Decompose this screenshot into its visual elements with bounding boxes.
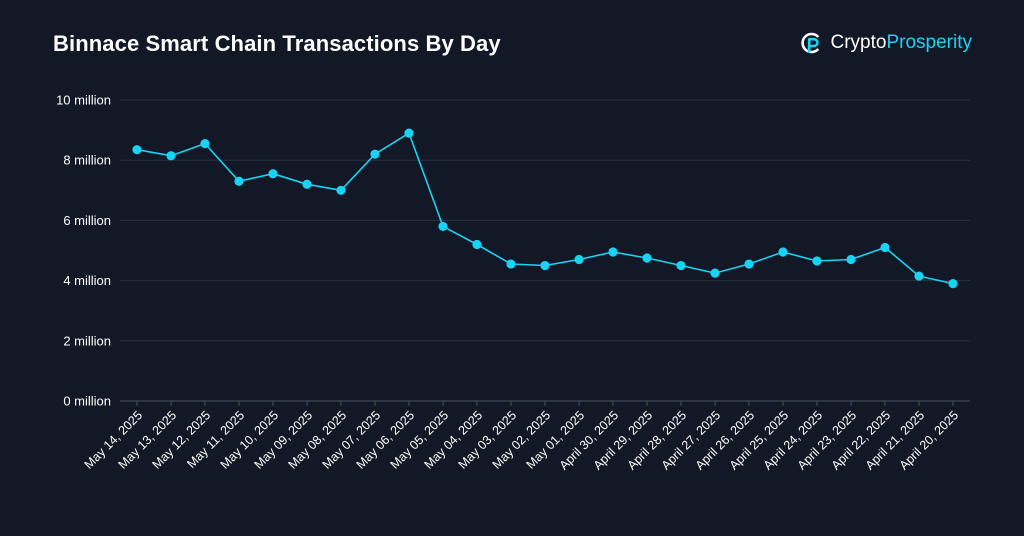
brand-name-part1: Crypto <box>830 32 887 53</box>
data-point[interactable] <box>914 271 924 281</box>
y-tick-label: 8 million <box>63 153 111 168</box>
data-point[interactable] <box>642 253 652 263</box>
data-point[interactable] <box>438 221 448 232</box>
data-point[interactable] <box>404 128 414 138</box>
y-axis: 0 million 2 million 4 million 6 million 8 mi… <box>56 93 111 409</box>
brand-logo: CryptoProsperity <box>800 30 973 56</box>
data-point[interactable] <box>948 279 958 289</box>
cryptoprosperity-logo-icon <box>800 32 819 54</box>
series-layer <box>132 128 958 289</box>
data-point[interactable] <box>506 259 516 269</box>
data-point[interactable] <box>812 256 822 266</box>
data-point[interactable] <box>880 242 890 253</box>
x-tick-label: May 14, 2025 <box>82 408 145 471</box>
y-tick-label: 6 million <box>63 213 111 228</box>
data-point[interactable] <box>472 239 482 250</box>
data-point[interactable] <box>676 260 686 271</box>
brand-name: CryptoProsperity <box>831 32 973 54</box>
data-point[interactable] <box>166 151 176 161</box>
chart-title: Binnace Smart Chain Transactions By Day <box>53 31 501 56</box>
y-tick-label: 4 million <box>63 273 111 288</box>
y-tick-label: 2 million <box>63 333 111 348</box>
data-point[interactable] <box>132 145 142 155</box>
y-tick-label: 10 million <box>56 93 111 108</box>
gridlines <box>120 99 970 402</box>
data-point[interactable] <box>778 247 788 257</box>
data-point[interactable] <box>744 259 754 269</box>
data-point[interactable] <box>200 139 210 149</box>
data-point[interactable] <box>710 268 720 278</box>
data-point[interactable] <box>846 254 856 265</box>
data-point[interactable] <box>540 260 550 271</box>
brand-name-part2: Prosperity <box>886 32 972 53</box>
data-point[interactable] <box>370 149 380 159</box>
data-point[interactable] <box>234 176 244 186</box>
data-point[interactable] <box>336 185 346 195</box>
data-point[interactable] <box>608 247 618 257</box>
data-point[interactable] <box>302 179 312 189</box>
data-point[interactable] <box>574 254 584 265</box>
y-tick-label: 0 million <box>63 394 111 409</box>
data-point[interactable] <box>268 169 278 179</box>
